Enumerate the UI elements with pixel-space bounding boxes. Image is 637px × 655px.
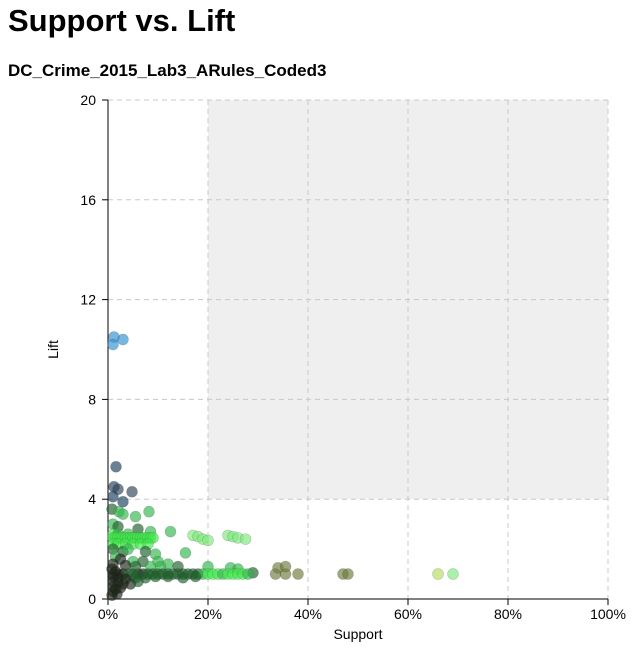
scatter-point <box>111 588 123 600</box>
scatter-point <box>162 570 174 583</box>
x-tick-label: 60% <box>394 606 422 622</box>
y-tick-label: 20 <box>80 92 96 108</box>
scatter-point <box>132 575 144 588</box>
scatter-point <box>122 543 134 555</box>
y-axis-title: Lift <box>45 340 61 359</box>
x-axis-title: Support <box>333 626 382 642</box>
scatter-point <box>126 485 138 498</box>
scatter-point <box>139 545 152 558</box>
scatter-point <box>149 570 162 583</box>
x-tick-label: 80% <box>494 606 522 622</box>
scatter-point <box>129 510 142 523</box>
scatter-point <box>189 570 202 583</box>
scatter-point <box>117 495 129 508</box>
scatter-point <box>117 333 129 346</box>
scatter-point <box>143 505 155 518</box>
scatter-point <box>279 560 292 573</box>
grid-layer <box>108 99 609 599</box>
scatter-point <box>110 460 122 473</box>
x-tick-label: 40% <box>294 606 322 622</box>
axis-layer: 0% 20% 40% 60% 80% 100% 0 4 8 12 16 20 <box>80 92 625 622</box>
scatter-point <box>179 547 192 559</box>
scatter-point <box>202 534 214 547</box>
y-tick-label: 12 <box>80 292 96 308</box>
scatter-point <box>164 525 177 538</box>
points-layer <box>106 331 459 602</box>
scatter-point <box>117 508 129 520</box>
scatter-point <box>432 568 444 580</box>
scatter-point <box>177 571 189 584</box>
page-title: Support vs. Lift <box>8 3 236 38</box>
dataset-subtitle: DC_Crime_2015_Lab3_ARules_Coded3 <box>8 61 327 80</box>
scatter-point <box>447 568 459 580</box>
x-tick-label: 20% <box>194 606 222 622</box>
scatter-point <box>292 568 304 580</box>
scatter-point <box>107 338 119 351</box>
scatter-point <box>239 533 252 545</box>
y-tick-label: 8 <box>88 391 96 407</box>
x-tick-label: 100% <box>590 606 626 622</box>
scatter-point <box>342 568 354 580</box>
y-tick-label: 0 <box>88 591 96 607</box>
scatter-point <box>107 490 119 503</box>
x-tick-label: 0% <box>98 606 118 622</box>
scatter-point <box>242 568 254 580</box>
y-tick-label: 16 <box>80 192 96 208</box>
y-tick-label: 4 <box>88 491 96 507</box>
